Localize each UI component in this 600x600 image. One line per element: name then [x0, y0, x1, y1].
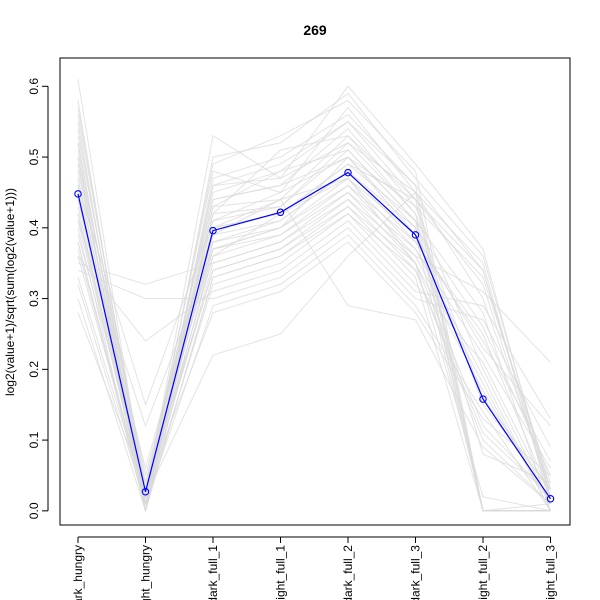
background-series-line [77, 142, 551, 490]
highlight-point [479, 395, 487, 403]
highlight-point [74, 190, 82, 198]
background-series-line [77, 156, 551, 505]
chart-title: 269 [303, 22, 327, 38]
y-axis-title: log2(value+1)/sqrt(sum(log2(value+1))) [3, 188, 17, 396]
background-series-line [77, 156, 551, 428]
highlight-point [141, 487, 150, 496]
background-series-line [77, 156, 551, 476]
background-series-line [77, 149, 551, 512]
y-tick-label: 0.0 [27, 502, 41, 519]
background-series-line [77, 213, 551, 513]
background-series-line [77, 170, 551, 497]
background-series-line [77, 177, 551, 497]
background-series-line [77, 205, 551, 505]
x-tick-label: dark_full_1 [206, 545, 220, 600]
plot-frame [59, 57, 571, 526]
background-series-group [77, 79, 551, 513]
background-series-line [77, 241, 551, 492]
background-series-line [77, 177, 551, 512]
highlight-point [209, 226, 217, 235]
background-series-line [77, 191, 551, 504]
x-tick-label: light_full_2 [476, 545, 490, 600]
highlight-point [546, 495, 555, 503]
highlight-series-line [77, 171, 551, 500]
highlight-point [344, 168, 352, 177]
background-series-line [77, 213, 551, 506]
background-series-line [77, 113, 551, 512]
background-series-line [77, 170, 551, 497]
x-tick-label: dark_full_3 [409, 545, 423, 600]
x-axis: ark_hungry ght_hungry dark_full_1 light_ful… [71, 536, 558, 600]
y-tick-label: 0.5 [27, 148, 41, 165]
y-tick-label: 0.2 [27, 361, 41, 378]
background-series-line [77, 128, 551, 483]
background-series-line [77, 198, 551, 363]
x-tick-label: light_full_3 [544, 545, 558, 600]
x-tick-label: light_full_1 [274, 545, 288, 600]
x-tick-label: dark_full_2 [341, 545, 355, 600]
background-series-line [77, 79, 551, 497]
background-series-line [77, 163, 551, 512]
y-axis: 0.0 0.1 0.2 0.3 0.4 0.5 0.6 [27, 78, 49, 519]
highlight-series-group [74, 168, 555, 503]
y-tick-label: 0.4 [27, 219, 41, 236]
background-series-line [77, 177, 551, 512]
background-series-line [77, 99, 551, 512]
background-series-line [77, 184, 551, 485]
y-tick-label: 0.6 [27, 78, 41, 95]
background-series-line [77, 121, 551, 511]
y-tick-label: 0.3 [27, 290, 41, 307]
x-tick-label: ght_hungry [139, 545, 153, 600]
highlight-point [411, 231, 420, 239]
y-tick-label: 0.1 [27, 431, 41, 448]
highlight-point [276, 208, 285, 217]
x-tick-label: ark_hungry [71, 545, 85, 600]
background-series-line [77, 220, 551, 420]
